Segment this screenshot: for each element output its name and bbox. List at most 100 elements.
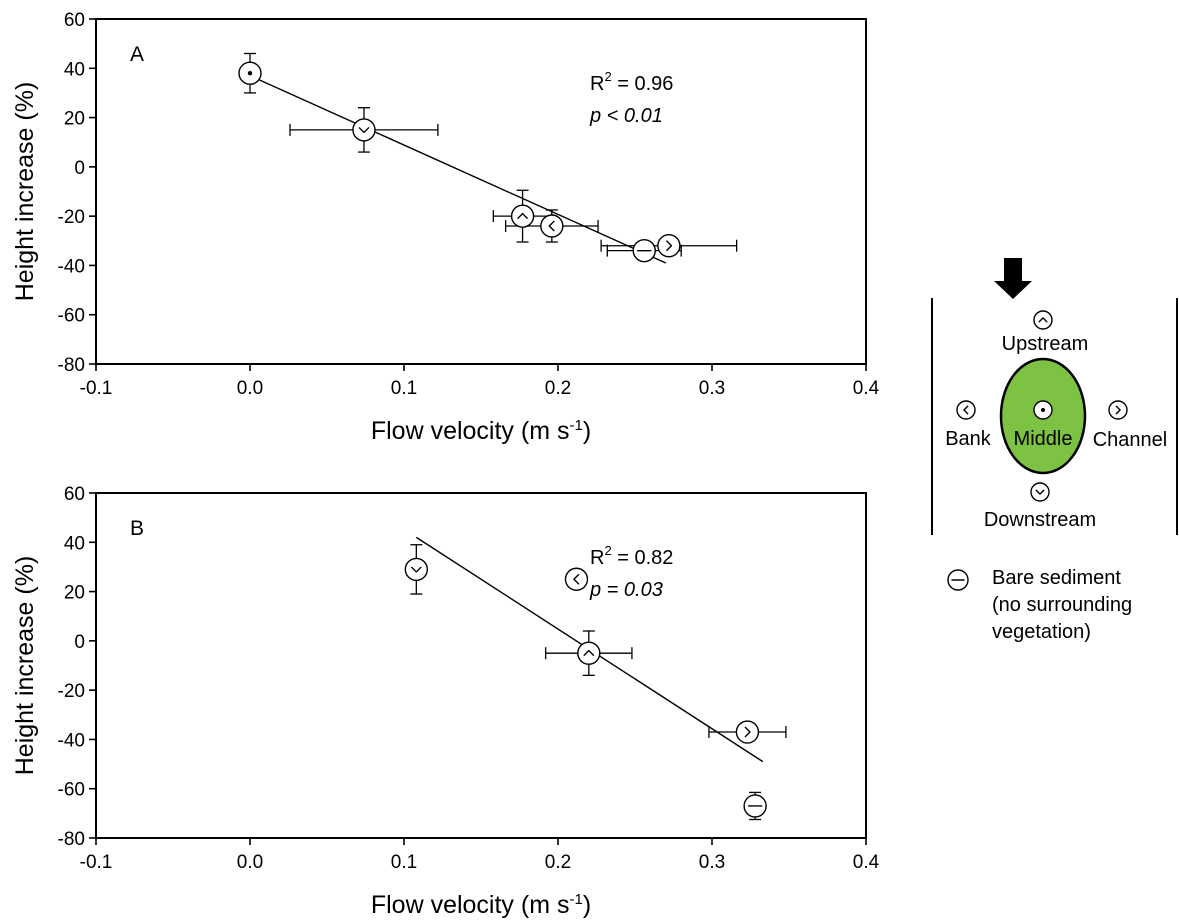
legend-marker-downstream	[1030, 482, 1050, 502]
x-tick-label-a: 0.4	[853, 378, 880, 399]
y-tick-label-b: 20	[64, 583, 85, 604]
x-tick-label-a: -0.1	[80, 378, 113, 399]
chevron-left-icon	[573, 573, 580, 585]
flow-direction-arrow-icon	[994, 258, 1032, 299]
r-squared-superscript: 2	[604, 69, 611, 84]
marker-circle-downstream	[352, 118, 376, 142]
chevron-up-icon	[583, 649, 595, 656]
data-point-bare-a	[632, 238, 656, 263]
p-value-label-a: p < 0.01	[589, 105, 663, 127]
position-legend-schematic: Upstream Bank Middle Channel Downstream …	[931, 258, 1178, 643]
marker-circle-downstream	[1030, 482, 1050, 502]
data-point-channel-a	[657, 234, 681, 258]
x-axis-title-b: Flow velocity (m s-1)	[371, 891, 591, 919]
y-tick-label-b: -80	[58, 829, 85, 850]
legend-marker-middle	[1033, 400, 1053, 420]
x-tick-label-a: 0.3	[699, 378, 725, 399]
y-axis-title-a: Height increase (%)	[11, 82, 39, 302]
marker-circle-channel	[1108, 400, 1128, 420]
y-tick-label-a: -60	[58, 306, 85, 327]
marker-circle-bank	[956, 400, 976, 420]
plot-frame-b	[95, 492, 867, 839]
data-point-downstream-b	[404, 557, 429, 582]
legend-upstream-label: Upstream	[1002, 333, 1089, 355]
chevron-right-icon	[1115, 405, 1121, 415]
panel-label-b: B	[130, 517, 144, 540]
x-tick-label-b: -0.1	[80, 852, 113, 873]
y-tick-label-b: 40	[64, 533, 85, 554]
data-point-upstream-a	[510, 204, 535, 228]
chevron-down-icon	[1035, 489, 1045, 495]
data-point-bare-b	[743, 794, 767, 818]
panel-b-scatter-chart: -0.1 0.0 0.1 0.2 0.3 0.4 -80 -60 -40 -20 0 20 40 60 Fl…	[11, 484, 880, 919]
marker-circle-bank	[540, 214, 564, 238]
x-axis-title-main: Flow velocity (m s	[371, 417, 570, 445]
x-axis-title-superscript: -1	[569, 417, 582, 434]
x-tick-label-a: 0.2	[545, 378, 571, 399]
legend-downstream-label: Downstream	[984, 509, 1096, 531]
legend-marker-channel	[1108, 400, 1128, 420]
y-tick-label-b: 0	[74, 632, 85, 653]
x-axis-title-main: Flow velocity (m s	[371, 891, 570, 919]
r-squared-value: = 0.96	[612, 73, 674, 95]
y-tick-label-b: -60	[58, 780, 85, 801]
panel-a-scatter-chart: -0.1 0.0 0.1 0.2 0.3 0.4 -80 -60 -40 -20 0 20 40 60 Fl…	[11, 10, 880, 445]
data-point-upstream-b	[577, 641, 601, 665]
panel-label-a: A	[130, 43, 144, 66]
data-point-downstream-a	[352, 118, 376, 142]
marker-circle-downstream	[404, 557, 429, 582]
marker-circle-upstream	[1033, 310, 1053, 330]
r-squared-value: = 0.82	[612, 547, 674, 569]
y-tick-label-a: 60	[64, 10, 85, 31]
middle-dot-icon	[247, 71, 253, 76]
chevron-up-icon	[517, 212, 528, 219]
regression-line-a	[249, 75, 667, 264]
legend-marker-bank	[956, 400, 976, 420]
data-point-channel-b	[735, 720, 760, 744]
marker-circle-upstream	[510, 204, 535, 228]
marker-circle-bank	[564, 567, 589, 591]
chevron-down-icon	[358, 127, 370, 134]
y-tick-label-a: 0	[74, 158, 85, 179]
legend-middle-label: Middle	[1014, 428, 1073, 450]
legend-marker-upstream	[1033, 310, 1053, 330]
x-tick-label-b: 0.1	[391, 852, 417, 873]
y-tick-label-b: -40	[58, 730, 85, 751]
x-axis-title-close: )	[583, 417, 591, 445]
middle-dot-icon	[1041, 408, 1045, 412]
chevron-right-icon	[666, 240, 673, 252]
x-axis-title-close: )	[583, 891, 591, 919]
x-tick-label-b: 0.0	[237, 852, 263, 873]
legend-bare-label-1: Bare sediment	[992, 567, 1121, 589]
r-squared-r: R	[590, 547, 604, 569]
r-squared-superscript: 2	[604, 543, 611, 558]
legend-marker-bare	[947, 569, 969, 591]
r-squared-label-a: R2 = 0.96	[590, 69, 673, 95]
y-tick-label-a: -80	[58, 355, 85, 376]
data-point-middle-a	[238, 61, 262, 85]
data-point-bank-b	[564, 567, 589, 591]
x-tick-label-b: 0.2	[545, 852, 571, 873]
x-axis-title-a: Flow velocity (m s-1)	[371, 417, 591, 445]
marker-circle-channel	[657, 234, 681, 258]
data-point-bank-a	[540, 214, 564, 238]
legend-bank-label: Bank	[945, 428, 992, 450]
x-axis-title-superscript: -1	[569, 891, 582, 908]
x-tick-label-a: 0.1	[391, 378, 417, 399]
chevron-right-icon	[744, 726, 751, 738]
y-tick-label-b: -20	[58, 681, 85, 702]
x-tick-label-b: 0.4	[853, 852, 880, 873]
x-tick-label-b: 0.3	[699, 852, 725, 873]
chevron-down-icon	[411, 566, 422, 573]
y-axis-title-b: Height increase (%)	[11, 556, 39, 776]
y-tick-label-a: 40	[64, 59, 85, 80]
chevron-up-icon	[1038, 317, 1048, 323]
chevron-left-icon	[548, 220, 555, 232]
y-tick-label-a: -20	[58, 207, 85, 228]
y-tick-label-b: 60	[64, 484, 85, 505]
y-tick-label-a: 20	[64, 109, 85, 130]
x-tick-label-a: 0.0	[237, 378, 263, 399]
y-tick-label-a: -40	[58, 256, 85, 277]
chevron-left-icon	[963, 405, 969, 415]
